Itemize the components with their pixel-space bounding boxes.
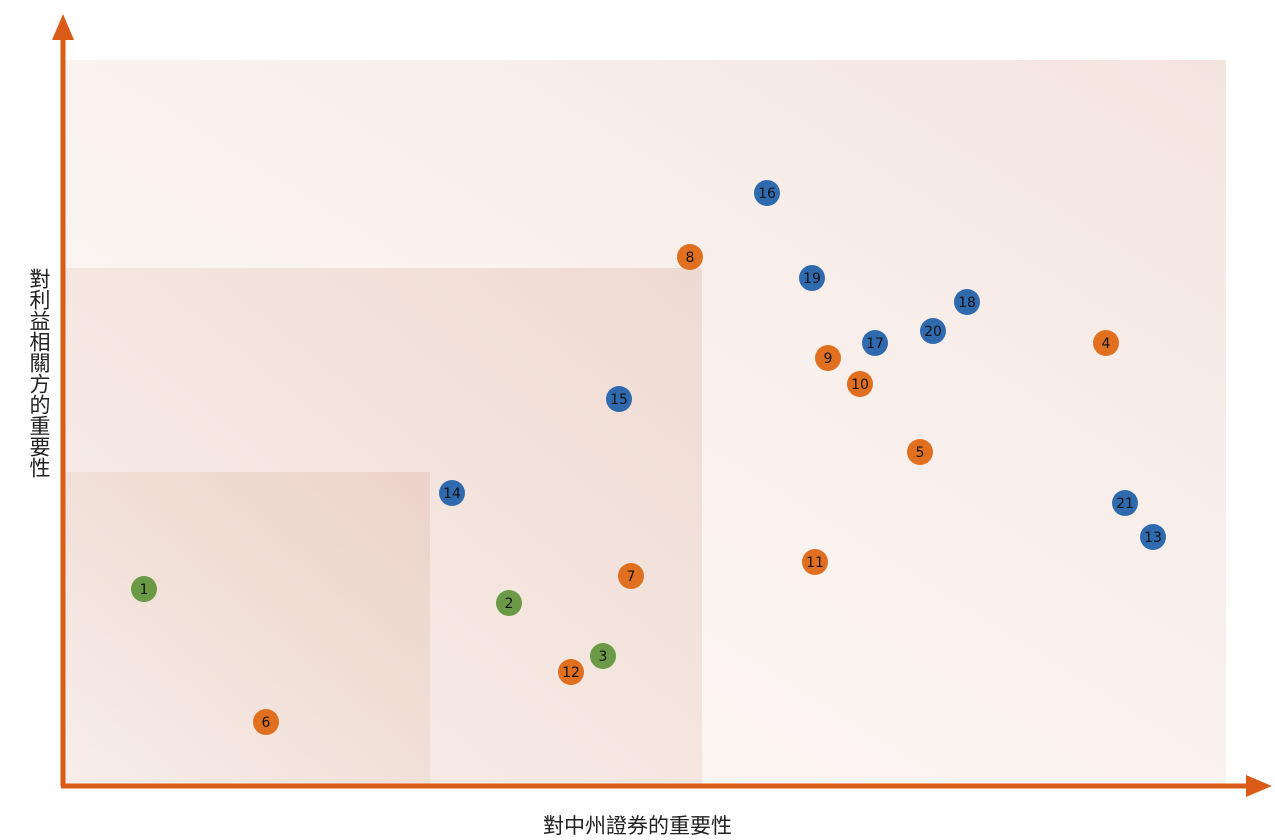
point-label: 15 [610, 392, 628, 408]
point-marker [1140, 524, 1166, 550]
point-label: 18 [958, 295, 976, 311]
point-marker [439, 480, 465, 506]
point-label: 10 [851, 377, 869, 393]
point-marker [754, 180, 780, 206]
point-label: 6 [262, 715, 271, 731]
point-label: 8 [686, 250, 695, 266]
data-point-8: 8 [677, 244, 703, 270]
point-label: 5 [916, 445, 925, 461]
point-marker [558, 659, 584, 685]
point-marker [802, 549, 828, 575]
point-marker [815, 345, 841, 371]
data-point-4: 4 [1093, 330, 1119, 356]
data-point-17: 17 [862, 330, 888, 356]
point-marker [907, 439, 933, 465]
point-marker [606, 386, 632, 412]
point-marker [847, 371, 873, 397]
x-axis-arrow [1246, 775, 1272, 797]
point-label: 12 [562, 665, 580, 681]
x-axis-label: 對中州證券的重要性 [543, 814, 732, 838]
point-marker [799, 265, 825, 291]
point-label: 9 [824, 351, 833, 367]
point-marker [920, 318, 946, 344]
data-point-3: 3 [590, 643, 616, 669]
data-point-5: 5 [907, 439, 933, 465]
data-point-12: 12 [558, 659, 584, 685]
y-axis-label: 對利益相關方的重要性 [27, 268, 51, 478]
point-label: 21 [1116, 496, 1134, 512]
y-axis-arrow [52, 14, 74, 40]
point-marker [618, 563, 644, 589]
point-marker [496, 590, 522, 616]
point-label: 13 [1144, 530, 1162, 546]
point-label: 3 [599, 649, 608, 665]
data-point-14: 14 [439, 480, 465, 506]
data-point-16: 16 [754, 180, 780, 206]
point-marker [1093, 330, 1119, 356]
point-marker [954, 289, 980, 315]
point-label: 4 [1102, 336, 1111, 352]
point-marker [253, 709, 279, 735]
point-label: 20 [924, 324, 942, 340]
point-label: 1 [140, 582, 149, 598]
x-axis [61, 775, 1272, 797]
data-point-6: 6 [253, 709, 279, 735]
data-point-15: 15 [606, 386, 632, 412]
data-point-11: 11 [802, 549, 828, 575]
point-label: 14 [443, 486, 461, 502]
y-axis [52, 14, 74, 786]
zone-low [65, 472, 430, 784]
point-marker [1112, 490, 1138, 516]
data-point-18: 18 [954, 289, 980, 315]
data-point-9: 9 [815, 345, 841, 371]
data-point-1: 1 [131, 576, 157, 602]
data-point-20: 20 [920, 318, 946, 344]
data-point-21: 21 [1112, 490, 1138, 516]
point-marker [677, 244, 703, 270]
point-label: 11 [806, 555, 824, 571]
point-label: 2 [505, 596, 514, 612]
point-label: 16 [758, 186, 776, 202]
point-marker [131, 576, 157, 602]
point-label: 7 [627, 569, 636, 585]
point-label: 17 [866, 336, 884, 352]
point-label: 19 [803, 271, 821, 287]
data-point-2: 2 [496, 590, 522, 616]
data-point-19: 19 [799, 265, 825, 291]
point-marker [590, 643, 616, 669]
data-point-7: 7 [618, 563, 644, 589]
data-point-13: 13 [1140, 524, 1166, 550]
data-point-10: 10 [847, 371, 873, 397]
point-marker [862, 330, 888, 356]
